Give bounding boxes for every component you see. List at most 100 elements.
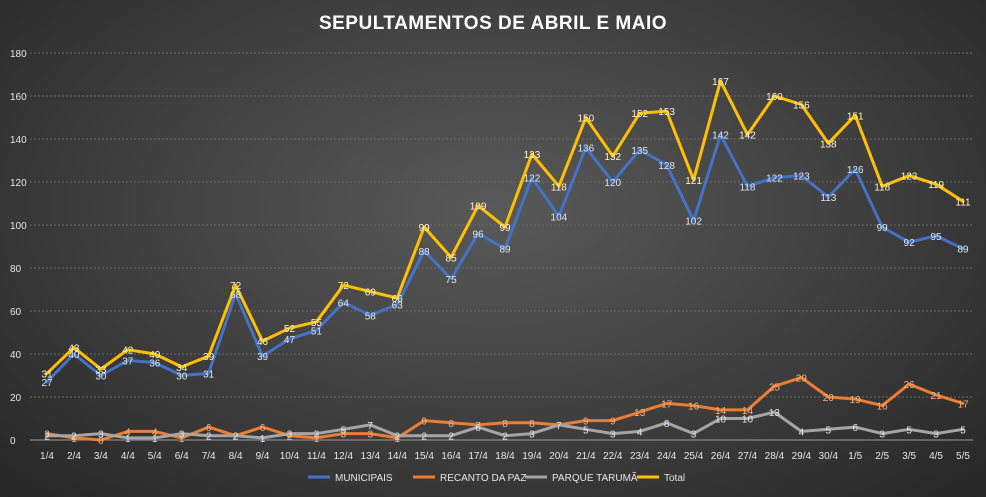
legend-entry: PARQUE TARUMÃ <box>552 471 638 484</box>
data-label-total: 119 <box>928 180 944 191</box>
data-label-municipais: 122 <box>524 174 541 185</box>
data-label-total: 39 <box>203 352 215 363</box>
x-tick-label: 5/5 <box>956 451 970 462</box>
data-label-recanto-da-paz: 9 <box>421 417 427 428</box>
data-label-total: 55 <box>311 318 323 329</box>
x-tick-label: 1/5 <box>848 451 862 462</box>
data-label-municipais: 104 <box>551 212 568 223</box>
data-label-recanto-da-paz: 14 <box>715 406 727 417</box>
data-label-total: 167 <box>712 77 729 88</box>
y-tick-label: 80 <box>10 264 22 275</box>
data-label-total: 34 <box>176 363 188 374</box>
data-label-recanto-da-paz: 29 <box>796 374 808 385</box>
data-label-total: 31 <box>41 369 53 380</box>
series-line-total <box>45 79 965 375</box>
data-label-parque-tarum: 5 <box>960 425 966 436</box>
x-tick-label: 30/4 <box>819 451 839 462</box>
data-label-recanto-da-paz: 13 <box>634 408 646 419</box>
x-tick-label: 10/4 <box>280 451 300 462</box>
y-tick-label: 40 <box>10 350 22 361</box>
data-label-municipais: 89 <box>957 245 969 256</box>
data-label-parque-tarum: 6 <box>852 423 858 434</box>
data-label-parque-tarum: 1 <box>260 434 266 445</box>
x-tick-label: 6/4 <box>175 451 189 462</box>
data-label-municipais: 31 <box>203 369 215 380</box>
data-label-municipais: 142 <box>712 131 729 142</box>
data-label-recanto-da-paz: 1 <box>314 434 320 445</box>
data-label-total: 153 <box>658 107 675 118</box>
data-label-total: 85 <box>446 253 458 264</box>
data-label-recanto-da-paz: 8 <box>529 419 535 430</box>
data-label-parque-tarum: 3 <box>314 430 320 441</box>
data-label-municipais: 102 <box>685 217 702 228</box>
data-label-recanto-da-paz: 19 <box>850 395 862 406</box>
data-label-recanto-da-paz: 1 <box>179 434 185 445</box>
data-label-total: 152 <box>631 109 648 120</box>
data-label-municipais: 40 <box>68 350 80 361</box>
data-label-municipais: 128 <box>658 161 675 172</box>
x-tick-label: 4/4 <box>121 451 135 462</box>
data-label-parque-tarum: 7 <box>556 421 562 432</box>
y-tick-label: 140 <box>10 135 27 146</box>
data-label-parque-tarum: 2 <box>233 432 239 443</box>
data-label-municipais: 68 <box>230 290 242 301</box>
data-label-recanto-da-paz: 20 <box>823 393 835 404</box>
data-label-municipais: 113 <box>820 193 836 204</box>
data-label-recanto-da-paz: 26 <box>904 380 916 391</box>
data-label-parque-tarum: 2 <box>206 432 212 443</box>
data-label-municipais: 92 <box>904 238 916 249</box>
data-label-parque-tarum: 3 <box>529 430 535 441</box>
y-tick-label: 180 <box>10 49 27 60</box>
data-label-parque-tarum: 8 <box>664 419 670 430</box>
series-line-municipais <box>45 133 965 384</box>
data-label-total: 42 <box>122 346 134 357</box>
x-tick-label: 4/5 <box>929 451 943 462</box>
data-label-parque-tarum: 1 <box>152 434 158 445</box>
data-label-parque-tarum: 2 <box>44 432 50 443</box>
series-line-recanto-da-paz <box>45 376 965 442</box>
data-label-total: 160 <box>766 92 783 103</box>
data-label-municipais: 37 <box>122 356 134 367</box>
data-label-municipais: 136 <box>577 144 594 155</box>
x-tick-label: 3/5 <box>902 451 916 462</box>
data-label-total: 133 <box>524 150 541 161</box>
data-label-recanto-da-paz: 17 <box>661 399 673 410</box>
y-tick-label: 20 <box>10 393 22 404</box>
x-tick-label: 28/4 <box>765 451 785 462</box>
data-label-parque-tarum: 5 <box>906 425 912 436</box>
data-label-recanto-da-paz: 4 <box>125 427 131 438</box>
data-label-recanto-da-paz: 1 <box>71 434 77 445</box>
data-label-municipais: 39 <box>257 352 269 363</box>
data-label-total: 99 <box>499 223 511 234</box>
data-label-recanto-da-paz: 8 <box>502 419 508 430</box>
data-label-municipais: 89 <box>499 245 511 256</box>
x-tick-label: 17/4 <box>468 451 488 462</box>
data-label-total: 109 <box>470 202 487 213</box>
data-label-recanto-da-paz: 4 <box>152 427 158 438</box>
data-label-recanto-da-paz: 17 <box>957 399 969 410</box>
x-tick-label: 15/4 <box>414 451 434 462</box>
x-tick-label: 25/4 <box>684 451 704 462</box>
data-label-recanto-da-paz: 9 <box>610 417 616 428</box>
x-tick-label: 2/4 <box>67 451 81 462</box>
data-label-parque-tarum: 2 <box>394 432 400 443</box>
series-line-parque-tarum <box>45 410 965 440</box>
x-tick-label: 29/4 <box>792 451 812 462</box>
data-label-parque-tarum: 3 <box>179 430 185 441</box>
data-label-parque-tarum: 1 <box>125 434 131 445</box>
data-label-municipais: 64 <box>338 298 350 309</box>
data-label-municipais: 95 <box>930 232 942 243</box>
data-label-total: 118 <box>874 182 890 193</box>
x-tick-label: 5/4 <box>148 451 162 462</box>
data-label-total: 69 <box>365 288 377 299</box>
legend-entry: Total <box>664 473 685 484</box>
data-label-municipais: 96 <box>472 230 484 241</box>
y-tick-label: 0 <box>10 436 16 447</box>
data-label-total: 72 <box>338 281 350 292</box>
x-tick-label: 19/4 <box>522 451 542 462</box>
data-label-municipais: 123 <box>793 172 810 183</box>
data-label-municipais: 126 <box>847 165 864 176</box>
data-label-total: 66 <box>392 294 404 305</box>
data-label-recanto-da-paz: 9 <box>583 417 589 428</box>
x-tick-label: 8/4 <box>229 451 243 462</box>
